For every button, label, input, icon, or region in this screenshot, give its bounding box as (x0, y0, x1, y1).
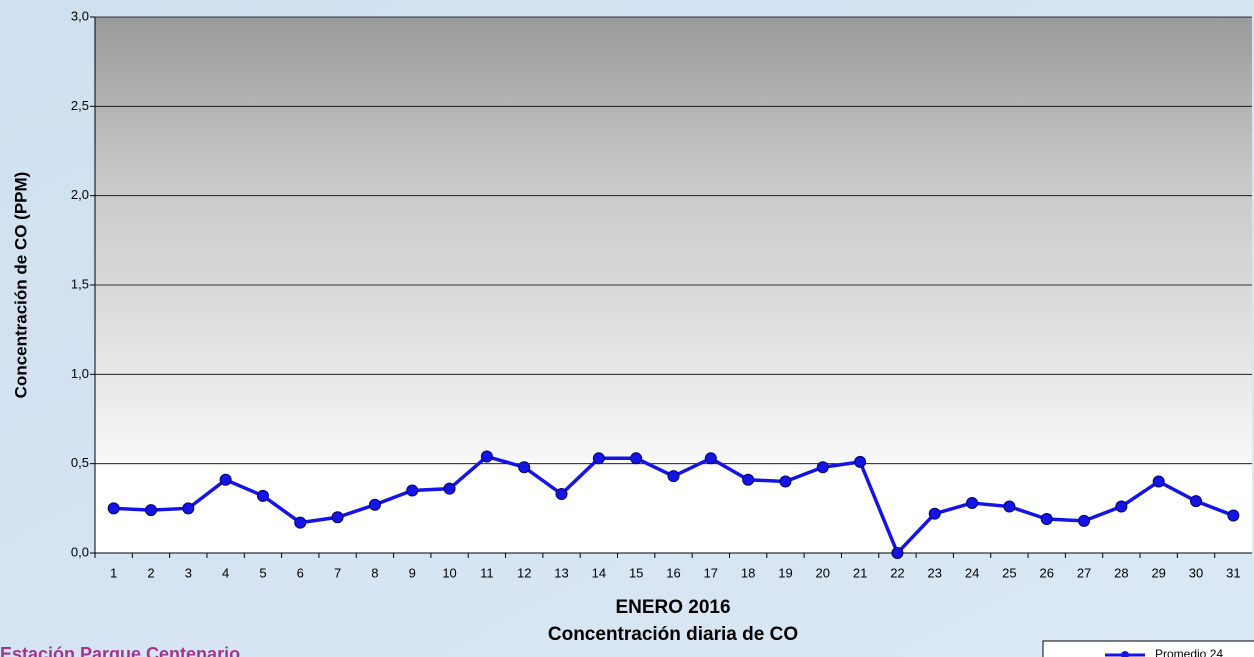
x-tick-label: 21 (853, 565, 867, 580)
data-point (592, 452, 605, 465)
x-tick-label: 18 (741, 565, 755, 580)
y-tick-label: 0,5 (71, 455, 89, 470)
data-point (928, 507, 941, 520)
data-point (742, 473, 755, 486)
data-point (1152, 475, 1165, 488)
x-tick-label: 9 (409, 565, 416, 580)
x-tick-label: 19 (778, 565, 792, 580)
data-point (704, 452, 717, 465)
data-point (182, 502, 195, 515)
x-tick-label: 12 (517, 565, 531, 580)
data-point (1227, 509, 1240, 522)
data-point (294, 516, 307, 529)
x-tick-label: 3 (185, 565, 192, 580)
x-tick-label: 26 (1039, 565, 1053, 580)
data-point (1078, 514, 1091, 527)
y-axis-label: Concentración de CO (PPM) (11, 172, 30, 399)
data-point (667, 470, 680, 483)
y-tick-label: 3,0 (71, 8, 89, 23)
data-point (518, 461, 531, 474)
data-point (368, 498, 381, 511)
data-point (966, 496, 979, 509)
legend-marker (1121, 651, 1129, 657)
y-tick-label: 1,0 (71, 366, 89, 381)
data-point (1115, 500, 1128, 513)
data-point (480, 450, 493, 463)
legend-label: Promedio 24 (1155, 647, 1223, 657)
x-tick-label: 6 (297, 565, 304, 580)
data-point (779, 475, 792, 488)
data-point (331, 511, 344, 524)
x-tick-label: 4 (222, 565, 229, 580)
x-tick-label: 5 (259, 565, 266, 580)
x-tick-label: 23 (928, 565, 942, 580)
legend (1042, 640, 1254, 657)
y-tick-label: 2,0 (71, 187, 89, 202)
x-tick-label: 31 (1226, 565, 1240, 580)
x-tick-label: 17 (704, 565, 718, 580)
data-point (1190, 495, 1203, 508)
data-point (891, 547, 904, 559)
data-point (443, 482, 456, 495)
x-tick-label: 16 (666, 565, 680, 580)
x-tick-label: 2 (147, 565, 154, 580)
data-point (1003, 500, 1016, 513)
data-point (406, 484, 419, 497)
x-tick-label: 13 (554, 565, 568, 580)
y-tick-label: 1,5 (71, 276, 89, 291)
x-tick-label: 15 (629, 565, 643, 580)
x-tick-label: 14 (592, 565, 606, 580)
data-point (555, 488, 568, 501)
x-tick-label: 24 (965, 565, 979, 580)
x-tick-label: 29 (1151, 565, 1165, 580)
x-tick-label: 28 (1114, 565, 1128, 580)
data-point (630, 452, 643, 465)
data-point (256, 489, 269, 502)
data-point (144, 504, 157, 517)
data-point (854, 455, 867, 468)
y-tick-label: 2,5 (71, 98, 89, 113)
x-tick-label: 27 (1077, 565, 1091, 580)
x-tick-label: 25 (1002, 565, 1016, 580)
data-point (816, 461, 829, 474)
x-tick-label: 20 (816, 565, 830, 580)
data-point (219, 473, 232, 486)
station-label: Estación Parque Centenario (0, 644, 240, 657)
x-tick-label: 10 (442, 565, 456, 580)
chart-title: ENERO 2016 (615, 597, 730, 618)
x-tick-label: 11 (480, 565, 494, 580)
x-tick-label: 8 (371, 565, 378, 580)
x-tick-label: 7 (334, 565, 341, 580)
x-tick-label: 22 (890, 565, 904, 580)
data-point (107, 502, 120, 515)
x-tick-label: 30 (1189, 565, 1203, 580)
data-point (1040, 513, 1053, 526)
chart-subtitle: Concentración diaria de CO (548, 624, 798, 645)
x-tick-label: 1 (110, 565, 117, 580)
y-tick-label: 0,0 (71, 544, 89, 559)
